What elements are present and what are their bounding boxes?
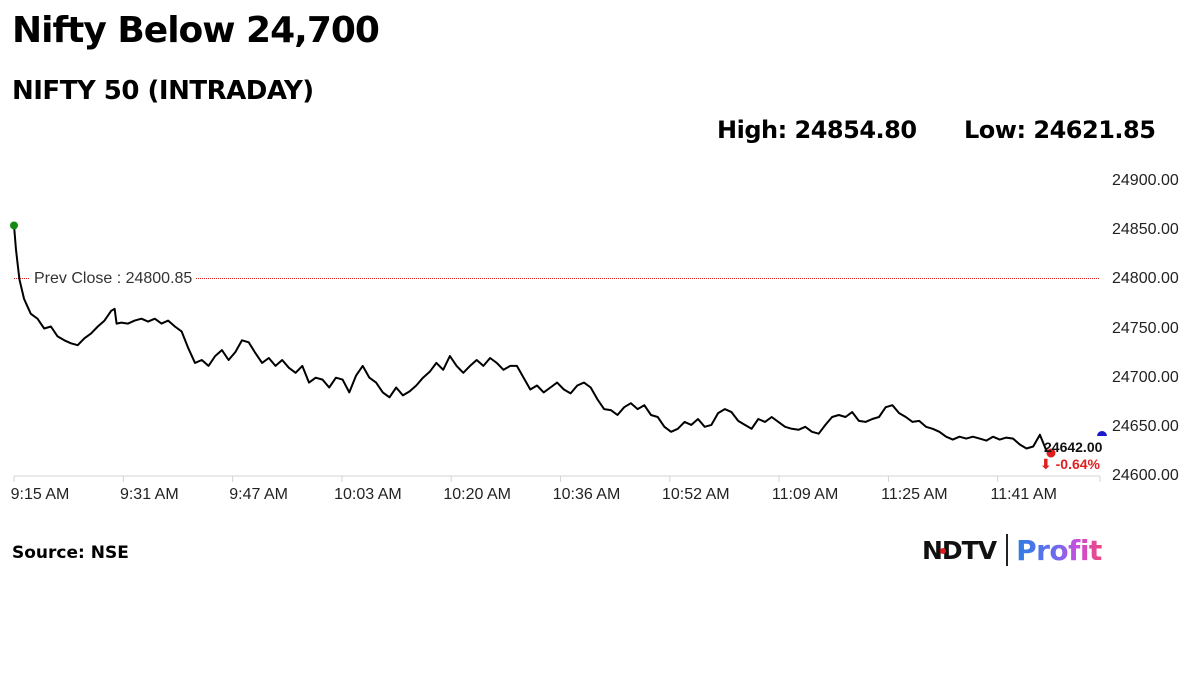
y-tick-label: 24600.00 (1112, 467, 1179, 484)
change-percent-label: ⬇ -0.64% (1040, 456, 1100, 472)
logo-profit-text: Profit (1016, 533, 1102, 567)
x-tick-label: 11:25 AM (881, 486, 948, 503)
last-price-marker (1046, 448, 1056, 458)
y-tick-label: 24800.00 (1112, 270, 1179, 288)
y-tick-label: 24700.00 (1112, 368, 1179, 386)
x-axis-ticks (13, 476, 1101, 482)
x-tick-label: 9:31 AM (119, 486, 179, 503)
open-marker (10, 221, 18, 230)
source-label: Source: NSE (12, 543, 129, 563)
logo-divider (1006, 534, 1009, 566)
y-tick-label: 24850.00 (1112, 221, 1179, 239)
x-tick-label: 11:41 AM (990, 486, 1057, 503)
x-tick-label: 10:20 AM (443, 486, 511, 503)
page-title: Nifty Below 24,700 (12, 10, 380, 51)
last-price-label: 24642.00 (1044, 439, 1103, 455)
day-low: Low: 24621.85 (964, 116, 1156, 144)
logo-red-dot-icon (940, 547, 946, 554)
prev-close-label: Prev Close : 24800.85 (30, 270, 197, 288)
chart-subtitle: NIFTY 50 (INTRADAY) (12, 76, 314, 106)
price-line (13, 225, 1048, 452)
logo-ndtv-label: NDTV (922, 535, 997, 565)
x-tick-label: 11:09 AM (771, 486, 839, 503)
logo-ndtv-text: NDTV (922, 535, 997, 565)
x-tick-label: 10:03 AM (334, 486, 402, 503)
x-tick-label: 10:52 AM (661, 486, 730, 503)
day-high: High: 24854.80 (717, 116, 917, 144)
y-tick-label: 24750.00 (1112, 319, 1179, 337)
x-tick-label: 10:36 AM (552, 486, 621, 503)
y-tick-label: 24650.00 (1112, 417, 1179, 435)
x-tick-label: 9:47 AM (229, 486, 288, 503)
y-tick-label: 24900.00 (1112, 172, 1179, 189)
blue-marker (1097, 431, 1107, 436)
ndtv-profit-logo: NDTV Profit (922, 532, 1102, 568)
x-tick-label: 9:15 AM (10, 486, 70, 503)
